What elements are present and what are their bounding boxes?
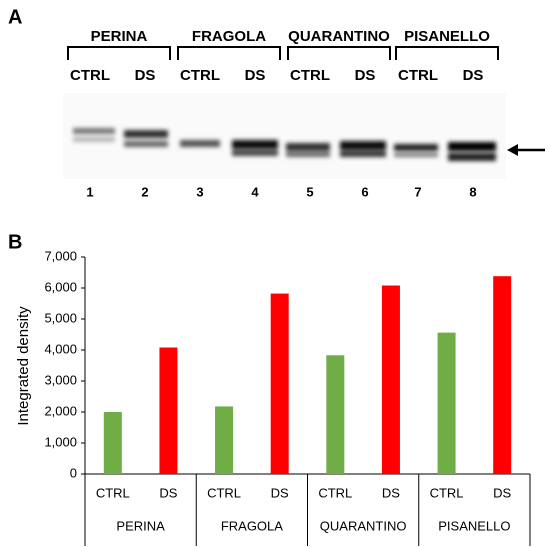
group-bracket — [395, 46, 499, 60]
y-tick-label: 6,000 — [44, 279, 77, 294]
y-tick-label: 1,000 — [44, 434, 77, 449]
lane-number: 1 — [86, 184, 93, 199]
group-label: PISANELLO — [404, 28, 490, 45]
y-tick-label: 3,000 — [44, 372, 77, 387]
x-tick-label: DS — [159, 485, 177, 500]
bar — [437, 332, 456, 474]
group-bracket — [177, 46, 281, 60]
y-tick-label: 2,000 — [44, 403, 77, 418]
group-label: QUARANTINO — [288, 28, 390, 45]
bar — [270, 293, 289, 474]
x-tick-label: DS — [382, 485, 400, 500]
lane-number: 5 — [306, 184, 313, 199]
bar — [326, 355, 345, 474]
lane-condition: DS — [135, 67, 156, 84]
lane-condition: CTRL — [70, 67, 110, 84]
x-tick-label: CTRL — [96, 485, 130, 500]
blot-bands — [73, 128, 496, 161]
group-label: PERINA — [91, 28, 148, 45]
bar — [493, 276, 512, 474]
group-label: PISANELLO — [438, 518, 510, 533]
y-tick-label: 0 — [70, 465, 77, 480]
group-label: FRAGOLA — [221, 518, 283, 533]
group-label: QUARANTINO — [320, 518, 407, 533]
lane-condition: DS — [463, 67, 484, 84]
group-bracket — [67, 46, 171, 60]
arrow — [507, 144, 545, 156]
bar — [103, 412, 122, 474]
lane-number: 4 — [251, 184, 259, 199]
lane-condition: DS — [245, 67, 266, 84]
y-tick-label: 5,000 — [44, 310, 77, 325]
y-axis-label: Integrated density — [15, 306, 32, 426]
lane-condition: CTRL — [180, 67, 220, 84]
x-tick-label: DS — [271, 485, 289, 500]
y-tick-label: 4,000 — [44, 341, 77, 356]
x-tick-label: CTRL — [318, 485, 352, 500]
bar — [215, 406, 234, 474]
lane-number: 8 — [469, 184, 476, 199]
bar — [381, 285, 400, 474]
group-label: FRAGOLA — [192, 28, 266, 45]
lane-condition: DS — [355, 67, 376, 84]
x-tick-label: DS — [493, 485, 511, 500]
lane-number: 6 — [361, 184, 368, 199]
lane-number: 3 — [196, 184, 203, 199]
lane-condition: CTRL — [290, 67, 330, 84]
x-tick-label: CTRL — [430, 485, 464, 500]
bar — [159, 347, 178, 474]
lane-number: 7 — [414, 184, 421, 199]
group-label: PERINA — [116, 518, 165, 533]
lane-number: 2 — [141, 184, 148, 199]
group-bracket — [287, 46, 391, 60]
y-tick-label: 7,000 — [44, 248, 77, 263]
panel-label: A — [8, 6, 22, 28]
x-tick-label: CTRL — [207, 485, 241, 500]
lane-condition: CTRL — [398, 67, 438, 84]
panel-label: B — [8, 231, 22, 253]
